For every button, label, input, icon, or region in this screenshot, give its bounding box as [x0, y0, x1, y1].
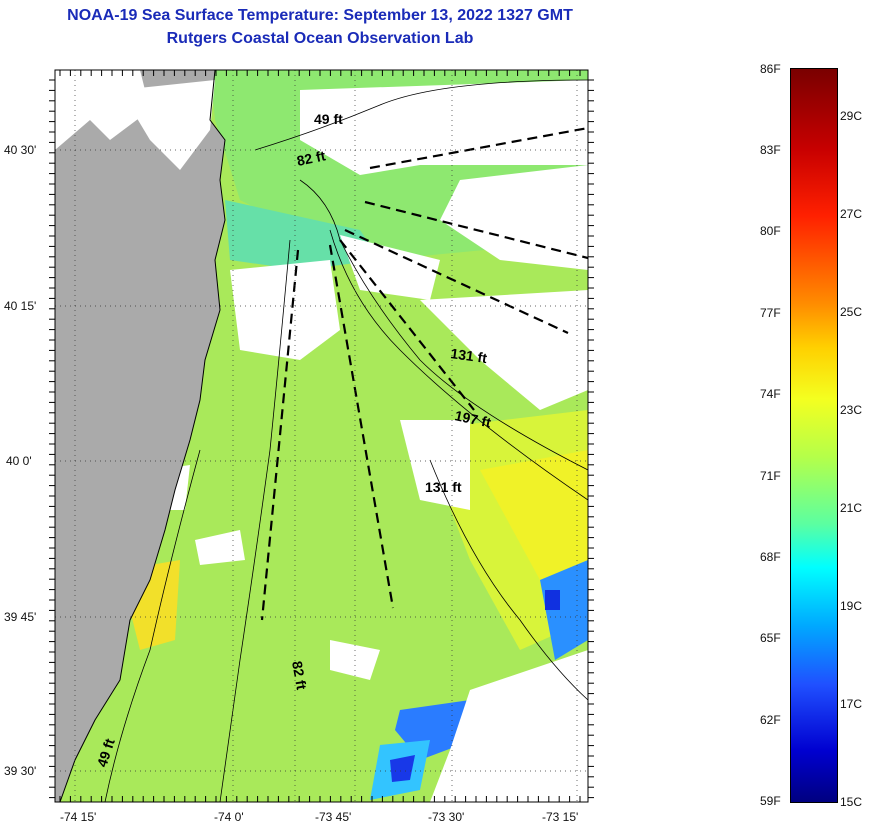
- lon-tick-label: -73 15': [542, 810, 579, 824]
- colorbar-c-label: 17C: [840, 697, 863, 711]
- colorbar-c-label: 25C: [840, 305, 863, 319]
- map-plot-area: [55, 70, 588, 802]
- cloud-cover: [430, 650, 588, 802]
- graticule: [55, 70, 588, 802]
- temperature-colorbar: [790, 68, 838, 803]
- colorbar-c-label: 19C: [840, 599, 863, 613]
- contour-49ft-south: [104, 449, 201, 802]
- contour-131ft-south: [429, 459, 588, 701]
- cloud-cover: [230, 260, 340, 360]
- lon-tick-label: -73 30': [428, 810, 465, 824]
- frame-ticks: [49, 70, 594, 802]
- colorbar-f-label: 86F: [760, 62, 781, 76]
- cloud-cover: [420, 290, 588, 410]
- colorbar-f-label: 80F: [760, 224, 781, 238]
- land-no-data: [120, 80, 215, 170]
- lat-tick-label: 40 15': [4, 299, 37, 313]
- map-frame: [54, 69, 589, 803]
- colorbar-f-label: 77F: [760, 306, 781, 320]
- colorbar-f-label: 68F: [760, 550, 781, 564]
- title-line-1: NOAA-19 Sea Surface Temperature: Septemb…: [67, 7, 573, 24]
- lat-tick-label: 39 45': [4, 610, 37, 624]
- depth-label: 49 ft: [314, 111, 343, 127]
- depth-label: 82 ft: [295, 147, 327, 169]
- contour-197ft: [329, 229, 588, 501]
- colorbar-f-label: 83F: [760, 143, 781, 157]
- colorbar-f-label: 65F: [760, 631, 781, 645]
- shipping-lanes: [260, 126, 588, 621]
- land-mass: [55, 70, 225, 802]
- colorbar-f-label: 74F: [760, 387, 781, 401]
- warm-patch: [480, 450, 588, 580]
- lat-tick-label: 40 0': [6, 454, 32, 468]
- cloud-cover: [400, 420, 470, 510]
- contour-49ft: [254, 79, 588, 151]
- depth-label: 131 ft: [450, 345, 489, 366]
- lat-tick-label: 40 30': [4, 143, 37, 157]
- contour-82ft: [219, 239, 291, 802]
- colorbar-c-label: 21C: [840, 501, 863, 515]
- title-line-2: Rutgers Coastal Ocean Observation Lab: [166, 30, 474, 47]
- coastline: [59, 70, 226, 802]
- lon-tick-label: -74 15': [60, 810, 97, 824]
- cold-patch: [540, 560, 588, 660]
- colorbar-f-label: 59F: [760, 794, 781, 808]
- cold-patch: [545, 590, 560, 610]
- contour-131ft: [299, 179, 588, 471]
- colorbar-c-label: 15C: [840, 795, 863, 809]
- colorbar-c-label: 29C: [840, 109, 863, 123]
- cool-band: [225, 200, 380, 270]
- cloud-cover: [300, 80, 588, 175]
- depth-label: 197 ft: [453, 407, 492, 430]
- lon-tick-label: -74 0': [214, 810, 244, 824]
- colorbar-c-label: 23C: [840, 403, 863, 417]
- depth-label: 82 ft: [289, 660, 310, 691]
- colorbar-f-label: 71F: [760, 469, 781, 483]
- lat-tick-label: 39 30': [4, 764, 37, 778]
- cloud-cover: [195, 530, 245, 565]
- cold-patch: [390, 755, 415, 782]
- depth-label: 131 ft: [425, 479, 462, 495]
- cloud-cover: [440, 165, 588, 270]
- colorbar-f-label: 62F: [760, 713, 781, 727]
- lon-tick-label: -73 45': [315, 810, 352, 824]
- colorbar-c-label: 27C: [840, 207, 863, 221]
